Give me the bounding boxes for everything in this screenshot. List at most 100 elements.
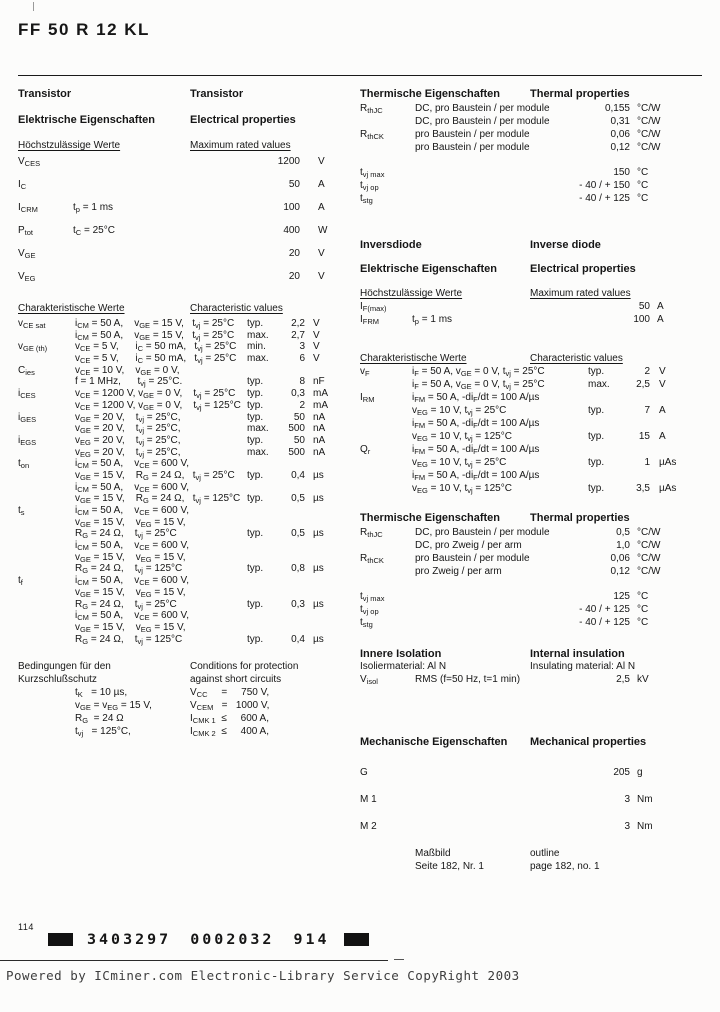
header-de: Charakteristische Werte (18, 303, 125, 314)
header-en: Characteristic values (530, 353, 623, 364)
diode-electrical-heading: Elektrische Eigenschaften Electrical pro… (360, 263, 665, 275)
param-value: 3 (624, 821, 630, 832)
param-value: 50 (638, 301, 650, 312)
param-value: 0,12 (610, 566, 630, 577)
param-value: 0,4 (291, 633, 305, 645)
diode-characteristic-table: vF iF = 50 A, vGE = 0 V, tvj = 25°C typ.… (360, 365, 676, 497)
table-row: vCE sat iCM = 50 A, vGE = 15 V, tvj = 25… (18, 318, 340, 330)
param-value: 1 (644, 457, 650, 468)
table-row: Ptot tC = 25°C 400 W (18, 224, 340, 247)
table-row: IRM iFM = 50 A, -diF/dt = 100 A/µs (360, 391, 665, 404)
right-column: Thermische Eigenschaften Thermal propert… (360, 88, 676, 873)
param-symbol (360, 539, 415, 552)
param-conditions: RG = 24 Ω, tvj = 25°C (75, 598, 177, 611)
param-qualifier: typ. (588, 457, 605, 468)
table-row: tvj op - 40 / + 125 °C (360, 603, 665, 616)
param-conditions: RG = 24 Ω, tvj = 125°C (75, 563, 183, 576)
param-symbol: tvj op (360, 604, 379, 616)
param-value: 50 (293, 434, 305, 446)
param-unit: °C/W (637, 566, 661, 577)
param-value: 0,06 (610, 553, 630, 564)
condition-line: VCC = 750 V, (190, 687, 270, 700)
table-row: RthJC DC, pro Baustein / per module 0,15… (360, 102, 665, 115)
param-conditions: iCM = 50 A, vCE = 600 V, (75, 505, 190, 517)
table-row: tf iCM = 50 A, vCE = 600 V, (18, 575, 340, 587)
param-qualifier: typ. (247, 399, 264, 411)
table-row: pro Zweig / per arm 0,12 °C/W (360, 565, 665, 578)
param-unit: nA (313, 411, 326, 423)
param-qualifier: typ. (247, 598, 264, 610)
param-value: 500 (288, 446, 305, 458)
param-value: 2,5 (616, 674, 630, 685)
param-unit: nA (313, 434, 326, 446)
diode-max-rated-table: IF(max) 50 A IFRM tp = 1 ms 100 A (360, 300, 665, 326)
header-de: Thermische Eigenschaften (360, 88, 500, 100)
param-conditions: iF = 50 A, vGE = 0 V, tvj = 25°C (412, 379, 545, 391)
param-qualifier: max. (247, 446, 269, 458)
condition-line: ICMK 2 ≤ 400 A, (190, 726, 269, 739)
param-unit: A (657, 314, 664, 325)
param-unit: µs (313, 563, 324, 575)
table-row: iCM = 50 A, vGE = 15 V, tvj = 25°C max. … (18, 330, 340, 342)
table-row: vGE = 15 V, RG = 24 Ω, tvj = 25°C typ. 0… (18, 470, 340, 482)
param-qualifier: max. (588, 379, 610, 390)
param-qualifier: max. (247, 353, 269, 365)
heading-de: Elektrische Eigenschaften (360, 263, 497, 275)
header-rule (18, 75, 702, 76)
footer-rule (0, 960, 388, 961)
short-circuit-header-line2: Kurzschlußschutz against short circuits (18, 673, 340, 686)
param-unit: µs (313, 598, 324, 610)
page-number: 114 (18, 922, 34, 932)
barcode-digits: 3403297 0002032 914 (87, 930, 330, 948)
param-unit: °C/W (637, 129, 661, 140)
transistor-column: Transistor Transistor Elektrische Eigens… (18, 88, 340, 738)
param-conditions: vEG = 20 V, tvj = 25°C, (75, 434, 181, 447)
param-unit: Nm (637, 794, 653, 805)
header-en: Mechanical properties (530, 736, 647, 748)
header-en: Thermal properties (530, 88, 630, 100)
param-value: 2,2 (291, 318, 305, 329)
param-symbol: RthCK (360, 129, 384, 141)
table-row: vF iF = 50 A, vGE = 0 V, tvj = 25°C typ.… (360, 365, 666, 378)
condition-line: RG = 24 Ω (75, 713, 124, 726)
param-conditions: vGE = 20 V, tvj = 25°C, (75, 423, 181, 436)
condition-line: VCEM = 1000 V, (190, 700, 270, 713)
param-conditions: vEG = 10 V, tvj = 125°C (412, 431, 512, 443)
diode-heading: Inversdiode Inverse diode (360, 239, 665, 251)
param-value: 205 (613, 767, 630, 778)
param-unit: µs (313, 528, 324, 540)
header-de: Höchstzulässige Werte (18, 140, 121, 151)
table-row: vCE = 1200 V, vGE = 0 V, tvj = 125°C typ… (18, 400, 340, 412)
characteristic-header: Charakteristische Werte Characteristic v… (18, 302, 340, 315)
condition-line: tvj = 125°C, (75, 726, 131, 739)
param-unit: W (318, 225, 328, 236)
param-value: 0,12 (610, 142, 630, 153)
param-value: 7 (644, 405, 650, 416)
param-value: 20 (288, 248, 300, 259)
table-row: tstg - 40 / + 125 °C (360, 616, 665, 629)
table-row: iCES vCE = 1200 V, vGE = 0 V, tvj = 25°C… (18, 388, 340, 400)
table-row: vGE = 15 V, RG = 24 Ω, tvj = 125°C typ. … (18, 493, 340, 505)
param-value: 2,7 (291, 329, 305, 341)
param-condition (73, 178, 203, 201)
page-title: FF 50 R 12 KL (18, 20, 150, 39)
param-symbol: VGE (18, 248, 36, 260)
param-conditions: iCM = 50 A, vCE = 600 V, (75, 575, 190, 588)
transistor-thermal-header: Thermische Eigenschaften Thermal propert… (360, 88, 665, 100)
table-row: f = 1 MHz, tvj = 25°C. typ. 8 nF (18, 376, 340, 388)
param-value: 150 (613, 167, 630, 178)
param-conditions: iCM = 50 A, vGE = 15 V, tvj = 25°C (75, 329, 235, 342)
table-row: vEG = 20 V, tvj = 25°C, max. 500 nA (18, 447, 340, 459)
param-description: DC, pro Baustein / per module (415, 116, 550, 127)
param-symbol (360, 482, 412, 497)
param-value: 0,5 (291, 493, 305, 505)
table-row: VEG 20 V (18, 270, 340, 293)
param-unit: µs (313, 633, 324, 645)
param-value: 0,5 (291, 528, 305, 540)
header-en: Maximum rated values (530, 288, 631, 299)
param-symbol: RthCK (360, 553, 384, 565)
param-value: 500 (288, 423, 305, 435)
param-value: 1,0 (616, 540, 630, 551)
param-unit: V (313, 318, 320, 329)
